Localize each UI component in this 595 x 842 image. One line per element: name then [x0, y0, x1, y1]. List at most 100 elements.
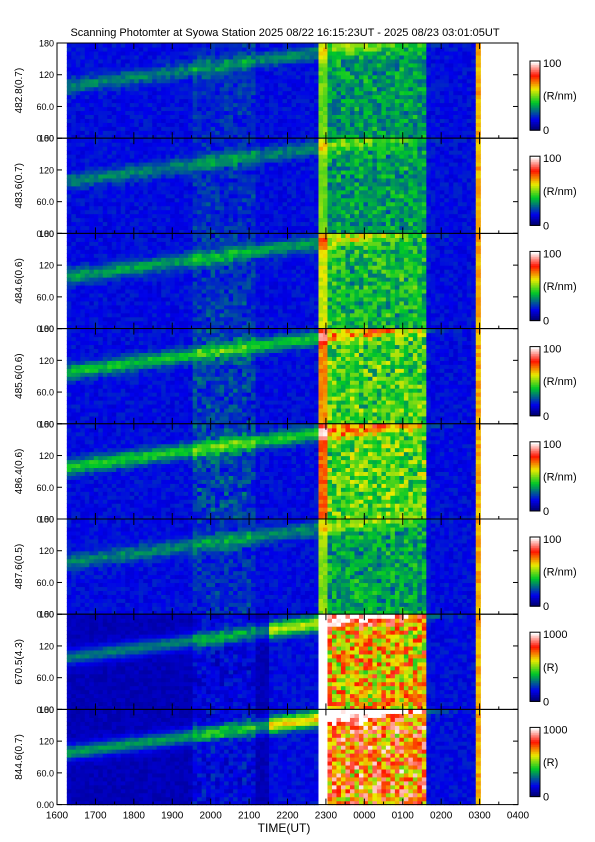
heatmap-cell	[71, 170, 76, 175]
heatmap-cell	[408, 71, 413, 76]
heatmap-cell	[152, 170, 157, 175]
heatmap-cell	[211, 110, 216, 115]
heatmap-cell	[233, 150, 238, 155]
heatmap-cell	[134, 277, 139, 282]
heatmap-cell	[417, 43, 422, 48]
heatmap-cell	[449, 55, 454, 60]
heatmap-cell	[408, 79, 413, 84]
heatmap-cell	[197, 67, 202, 72]
heatmap-cell	[121, 114, 126, 119]
heatmap-cell	[435, 194, 440, 199]
heatmap-cell	[170, 71, 175, 76]
heatmap-cell	[220, 158, 225, 163]
heatmap-cell	[426, 79, 431, 84]
heatmap-cell	[444, 222, 449, 227]
heatmap-cell	[296, 198, 301, 203]
heatmap-cell	[350, 83, 355, 88]
heatmap-cell	[265, 158, 270, 163]
heatmap-cell	[85, 225, 90, 230]
heatmap-cell	[354, 122, 359, 127]
heatmap-cell	[314, 194, 319, 199]
heatmap-cell	[98, 305, 103, 310]
heatmap-cell	[269, 99, 274, 104]
heatmap-cell	[67, 87, 72, 92]
heatmap-cell	[318, 75, 323, 80]
heatmap-cell	[386, 114, 391, 119]
heatmap-cell	[440, 154, 445, 159]
heatmap-cell	[71, 317, 76, 322]
heatmap-cell	[372, 110, 377, 115]
heatmap-cell	[238, 95, 243, 100]
heatmap-cell	[458, 118, 463, 123]
heatmap-cell	[202, 126, 207, 131]
heatmap-cell	[139, 122, 144, 127]
heatmap-cell	[247, 95, 252, 100]
heatmap-cell	[206, 87, 211, 92]
heatmap-cell	[94, 166, 99, 171]
heatmap-cell	[426, 130, 431, 135]
heatmap-cell	[80, 95, 85, 100]
heatmap-cell	[71, 253, 76, 258]
heatmap-cell	[453, 106, 458, 111]
heatmap-cell	[80, 122, 85, 127]
heatmap-cell	[85, 190, 90, 195]
heatmap-cell	[390, 43, 395, 48]
heatmap-cell	[170, 122, 175, 127]
heatmap-cell	[161, 154, 166, 159]
heatmap-cell	[368, 91, 373, 96]
heatmap-cell	[260, 106, 265, 111]
heatmap-cell	[179, 194, 184, 199]
heatmap-cell	[323, 110, 328, 115]
heatmap-cell	[71, 146, 76, 151]
heatmap-cell	[251, 75, 256, 80]
heatmap-cell	[215, 43, 220, 48]
heatmap-cell	[125, 194, 130, 199]
heatmap-cell	[363, 71, 368, 76]
heatmap-cell	[89, 138, 94, 143]
heatmap-cell	[143, 194, 148, 199]
heatmap-cell	[260, 99, 265, 104]
heatmap-cell	[404, 91, 409, 96]
heatmap-cell	[184, 202, 189, 207]
heatmap-cell	[395, 218, 400, 223]
heatmap-cell	[134, 218, 139, 223]
heatmap-cell	[431, 118, 436, 123]
heatmap-cell	[386, 202, 391, 207]
heatmap-cell	[134, 106, 139, 111]
heatmap-cell	[332, 122, 337, 127]
heatmap-cell	[422, 59, 427, 64]
heatmap-cell	[381, 146, 386, 151]
heatmap-cell	[278, 182, 283, 187]
heatmap-cell	[449, 178, 454, 183]
heatmap-cell	[377, 166, 382, 171]
heatmap-cell	[287, 63, 292, 68]
heatmap-cell	[301, 106, 306, 111]
heatmap-cell	[278, 210, 283, 215]
heatmap-cell	[206, 59, 211, 64]
heatmap-cell	[305, 162, 310, 167]
heatmap-cell	[301, 95, 306, 100]
heatmap-cell	[377, 210, 382, 215]
heatmap-cell	[67, 309, 72, 314]
heatmap-cell	[85, 257, 90, 262]
heatmap-cell	[116, 257, 121, 262]
heatmap-cell	[76, 305, 81, 310]
heatmap-cell	[390, 79, 395, 84]
heatmap-cell	[399, 210, 404, 215]
heatmap-cell	[422, 142, 427, 147]
heatmap-cell	[130, 269, 135, 274]
heatmap-cell	[269, 43, 274, 48]
heatmap-cell	[444, 83, 449, 88]
heatmap-cell	[67, 293, 72, 298]
heatmap-cell	[287, 114, 292, 119]
heatmap-cell	[323, 214, 328, 219]
heatmap-cell	[233, 67, 238, 72]
heatmap-cell	[431, 146, 436, 151]
heatmap-cell	[148, 75, 153, 80]
heatmap-cell	[157, 198, 162, 203]
heatmap-cell	[372, 51, 377, 56]
heatmap-cell	[107, 265, 112, 270]
heatmap-cell	[224, 142, 229, 147]
heatmap-cell	[265, 202, 270, 207]
heatmap-cell	[435, 63, 440, 68]
